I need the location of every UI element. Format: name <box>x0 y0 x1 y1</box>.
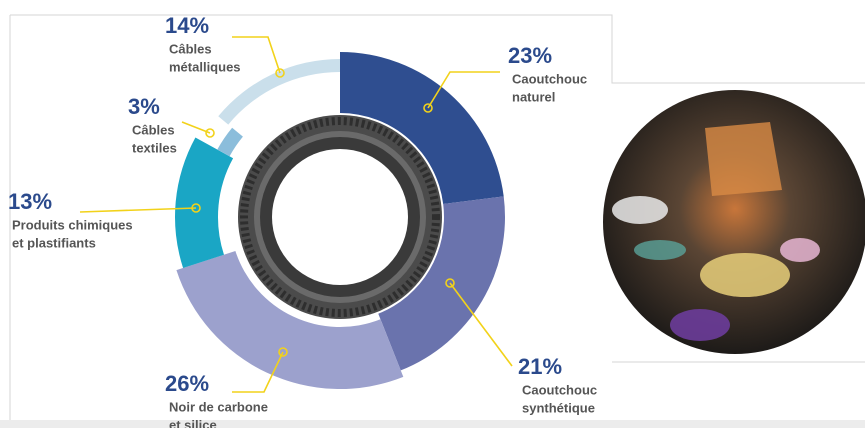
segment-label: Câbles <box>169 41 212 56</box>
segment-label: textiles <box>132 140 177 155</box>
leader-line <box>232 351 284 393</box>
leader-line <box>232 36 281 74</box>
segment <box>175 137 234 268</box>
value-label: 23% <box>508 43 552 68</box>
segment-label: métalliques <box>169 59 241 74</box>
leader-line <box>449 282 513 367</box>
leader-dot <box>278 347 288 357</box>
segment <box>340 52 504 204</box>
segment <box>176 250 404 390</box>
value-label: 13% <box>8 189 52 214</box>
leader-dot <box>191 203 201 213</box>
segment-label: Caoutchouc <box>522 382 597 397</box>
frame <box>9 14 865 428</box>
leader-line <box>427 71 500 109</box>
segment-label: synthétique <box>522 400 595 415</box>
donut <box>175 52 505 390</box>
leader-dot <box>445 278 455 288</box>
leader-dot <box>275 68 285 78</box>
leader-dot <box>423 103 433 113</box>
leader-line <box>79 207 197 213</box>
segment-label: naturel <box>512 89 555 104</box>
tire <box>238 115 442 319</box>
bottom-bar <box>0 420 865 428</box>
segment-label: et plastifiants <box>12 235 96 250</box>
leader-dot <box>205 128 215 138</box>
value-label: 21% <box>518 354 562 379</box>
value-label: 14% <box>165 13 209 38</box>
segment-label: Caoutchouc <box>512 71 587 86</box>
labels: 23% Caoutchouc naturel 21% Caoutchouc synthét… <box>8 13 597 428</box>
segment <box>217 127 243 157</box>
segment-label: et silice <box>169 417 217 428</box>
segment-label: Câbles <box>132 122 175 137</box>
value-label: 3% <box>128 94 160 119</box>
value-label: 26% <box>165 371 209 396</box>
leader-line <box>181 121 211 134</box>
segment-label: Produits chimiques <box>12 217 133 232</box>
segment-label: Noir de carbone <box>169 399 268 414</box>
photo <box>603 90 865 354</box>
segment <box>378 196 505 371</box>
